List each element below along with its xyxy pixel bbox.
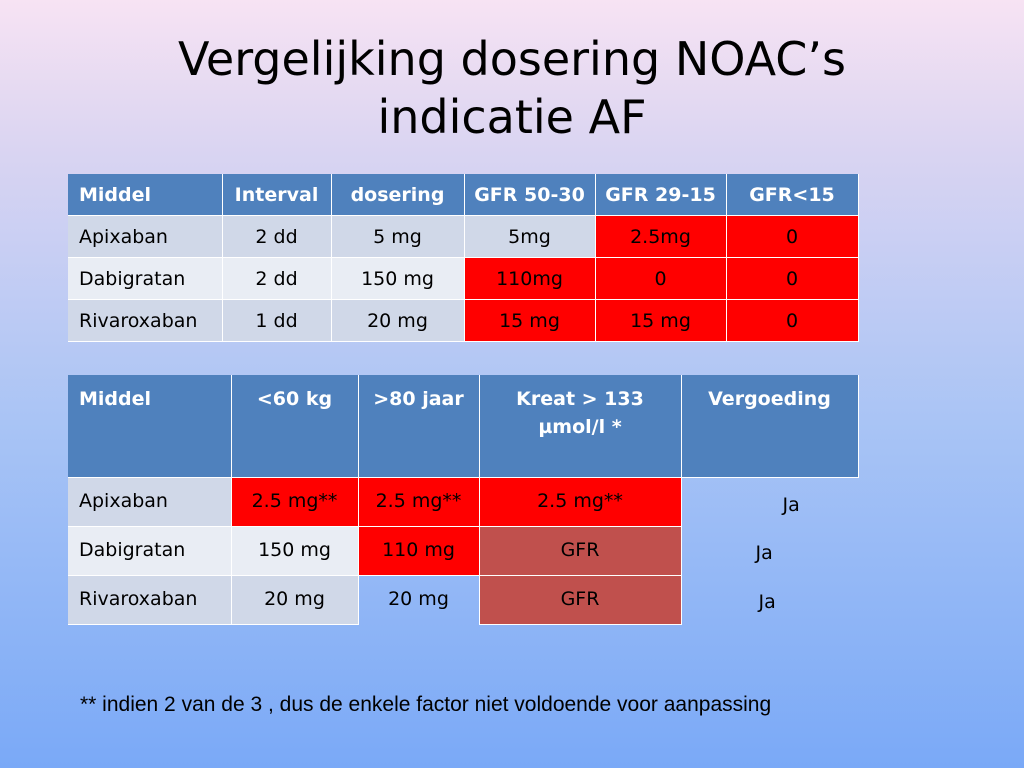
cell-gfr-29-15: 0 xyxy=(595,257,727,300)
cell-gfr-lt15: 0 xyxy=(726,215,859,258)
cell-interval: 2 dd xyxy=(222,257,332,300)
cell-gt80jaar: 110 mg xyxy=(358,526,480,576)
cell-kreat: GFR xyxy=(479,526,682,576)
header-gt80jaar: >80 jaar xyxy=(358,375,480,478)
cell-interval: 2 dd xyxy=(222,215,332,258)
cell-dosering: 20 mg xyxy=(331,299,465,342)
header-dosering: dosering xyxy=(331,174,465,216)
header-kreat: Kreat > 133 µmol/l * xyxy=(479,375,682,478)
cell-lt60kg: 20 mg xyxy=(231,575,359,625)
table-row: Apixaban 2 dd 5 mg 5mg 2.5mg 0 xyxy=(68,215,859,258)
cell-interval: 1 dd xyxy=(222,299,332,342)
slide-title: Vergelijking dosering NOAC’s indicatie A… xyxy=(80,30,944,146)
cell-drug: Apixaban xyxy=(68,477,232,527)
cell-gt80jaar: 2.5 mg** xyxy=(358,477,480,527)
cell-kreat: 2.5 mg** xyxy=(479,477,682,527)
header-gfr-50-30: GFR 50-30 xyxy=(464,174,596,216)
dosage-table-gfr: Middel Interval dosering GFR 50-30 GFR 2… xyxy=(68,174,859,342)
header-middel: Middel xyxy=(68,375,232,478)
cell-dosering: 150 mg xyxy=(331,257,465,300)
cell-drug: Dabigratan xyxy=(68,526,232,576)
cell-gfr-50-30: 110mg xyxy=(464,257,596,300)
title-line-2: indicatie AF xyxy=(377,90,647,144)
table-row: Rivaroxaban 1 dd 20 mg 15 mg 15 mg 0 xyxy=(68,299,859,342)
table-header-row: Middel Interval dosering GFR 50-30 GFR 2… xyxy=(68,174,859,216)
title-line-1: Vergelijking dosering NOAC’s xyxy=(178,32,846,86)
cell-drug: Apixaban xyxy=(68,215,223,258)
header-gfr-29-15: GFR 29-15 xyxy=(595,174,727,216)
cell-gfr-50-30: 5mg xyxy=(464,215,596,258)
cell-vergoeding: Ja xyxy=(782,493,800,516)
cell-dosering: 5 mg xyxy=(331,215,465,258)
cell-gfr-lt15: 0 xyxy=(726,299,859,342)
header-lt60kg: <60 kg xyxy=(231,375,359,478)
cell-drug: Rivaroxaban xyxy=(68,575,232,625)
header-vergoeding: Vergoeding xyxy=(681,375,859,478)
footnote: ** indien 2 van de 3 , dus de enkele fac… xyxy=(80,693,772,716)
cell-lt60kg: 2.5 mg** xyxy=(231,477,359,527)
table-row: Dabigratan 150 mg 110 mg GFR Ja xyxy=(68,526,858,576)
header-kreat-line2: µmol/l * xyxy=(538,416,622,438)
cell-gt80jaar: 20 mg xyxy=(358,575,480,624)
header-middel: Middel xyxy=(68,174,223,216)
cell-drug: Dabigratan xyxy=(68,257,223,300)
table-row: Apixaban 2.5 mg** 2.5 mg** 2.5 mg** Ja xyxy=(68,477,858,527)
cell-lt60kg: 150 mg xyxy=(231,526,359,576)
cell-kreat: GFR xyxy=(479,575,682,625)
cell-vergoeding: Ja xyxy=(755,542,773,564)
table-row: Dabigratan 2 dd 150 mg 110mg 0 0 xyxy=(68,257,859,300)
table-header-row: Middel <60 kg >80 jaar Kreat > 133 µmol/… xyxy=(68,375,859,478)
cell-vergoeding: Ja xyxy=(758,591,776,613)
cell-gfr-29-15: 15 mg xyxy=(595,299,727,342)
cell-gfr-lt15: 0 xyxy=(726,257,859,300)
header-kreat-line1: Kreat > 133 xyxy=(516,388,644,410)
cell-drug: Rivaroxaban xyxy=(68,299,223,342)
header-gfr-lt15: GFR<15 xyxy=(726,174,859,216)
header-interval: Interval xyxy=(222,174,332,216)
cell-gfr-29-15: 2.5mg xyxy=(595,215,727,258)
dosage-table-risk: Middel <60 kg >80 jaar Kreat > 133 µmol/… xyxy=(68,375,859,625)
table-row: Rivaroxaban 20 mg 20 mg GFR Ja xyxy=(68,575,858,625)
cell-gfr-50-30: 15 mg xyxy=(464,299,596,342)
